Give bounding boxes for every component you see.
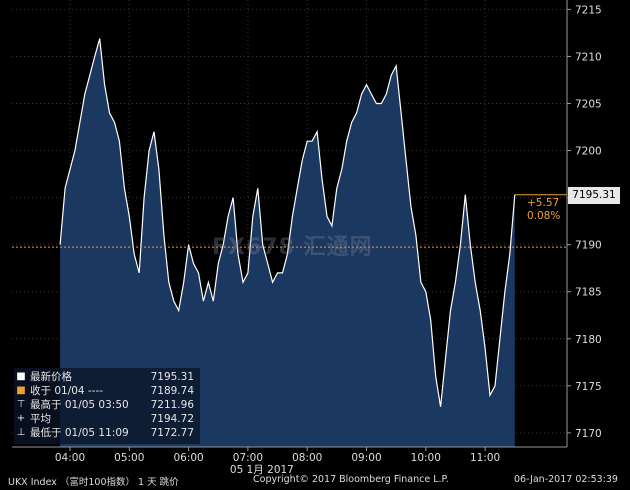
y-tick-label: 7180 xyxy=(575,334,602,346)
legend-value: 7194.72 xyxy=(150,413,194,425)
price-area xyxy=(60,38,515,447)
y-tick-label: 7205 xyxy=(575,99,602,111)
x-tick-label: 05:00 xyxy=(114,452,144,464)
x-tick-label: 08:00 xyxy=(292,452,322,464)
white-square-icon: ■ xyxy=(16,371,26,382)
legend-value: 7195.31 xyxy=(150,371,194,383)
footer-index: UKX Index （富时100指数） 1 天 跳价 xyxy=(8,477,179,488)
legend-row-low: ⊥ 最低于 01/05 11:09 7172.77 xyxy=(14,426,200,440)
last-price-badge: 7195.31 xyxy=(568,187,620,204)
legend-value: 7211.96 xyxy=(150,399,194,411)
legend-value: 7189.74 xyxy=(150,385,194,397)
legend-row-high: ⊤ 最高于 01/05 03:50 7211.96 xyxy=(14,398,200,412)
x-tick-label: 07:00 xyxy=(233,452,263,464)
x-tick-label: 06:00 xyxy=(173,452,203,464)
legend-label: 最新价格 xyxy=(30,371,72,383)
y-tick-label: 7175 xyxy=(575,381,602,393)
y-tick-label: 7190 xyxy=(575,240,602,252)
footer-copyright: Copyright© 2017 Bloomberg Finance L.P. xyxy=(253,474,449,485)
legend-label: 平均 xyxy=(30,413,51,425)
average-marker-icon: + xyxy=(16,413,26,424)
x-axis: 04:00 05:00 06:00 07:00 08:00 09:00 10:00 11:00… xyxy=(12,446,567,476)
y-tick-label: 7170 xyxy=(575,428,602,440)
y-tick-label: 7215 xyxy=(575,4,602,16)
y-axis: 7215721072057200719571907185718071757170 xyxy=(566,0,602,447)
y-tick-label: 7210 xyxy=(575,51,602,63)
x-tick-label: 10:00 xyxy=(411,452,441,464)
low-marker-icon: ⊥ xyxy=(16,427,26,438)
orange-square-icon: ■ xyxy=(16,385,26,396)
legend-row-last: ■ 最新价格 7195.31 xyxy=(14,370,200,384)
legend: ■ 最新价格 7195.31 ■ 收于 01/04 ---- 7189.74 ⊤… xyxy=(14,368,200,444)
legend-label: 最低于 01/05 11:09 xyxy=(30,427,129,439)
x-axis-date-label: 05 1月 2017 xyxy=(230,464,294,476)
x-tick-label: 11:00 xyxy=(470,452,500,464)
x-tick-label: 04:00 xyxy=(55,452,85,464)
price-line xyxy=(59,38,516,407)
legend-label: 最高于 01/05 03:50 xyxy=(30,399,129,411)
high-marker-icon: ⊤ xyxy=(16,399,26,410)
legend-label: 收于 01/04 ---- xyxy=(30,385,104,397)
change-percent: 0.08% xyxy=(527,210,561,222)
footer-timestamp: 06-Jan-2017 02:53:39 xyxy=(514,474,618,485)
watermark: FX678 汇通网 xyxy=(212,235,373,260)
x-tick-label: 09:00 xyxy=(351,452,381,464)
change-value: +5.57 xyxy=(527,197,560,209)
legend-row-prev-close: ■ 收于 01/04 ---- 7189.74 xyxy=(14,384,200,398)
y-tick-label: 7185 xyxy=(575,287,602,299)
legend-row-average: + 平均 7194.72 xyxy=(14,412,200,426)
y-tick-label: 7200 xyxy=(575,146,602,158)
legend-value: 7172.77 xyxy=(150,427,194,439)
